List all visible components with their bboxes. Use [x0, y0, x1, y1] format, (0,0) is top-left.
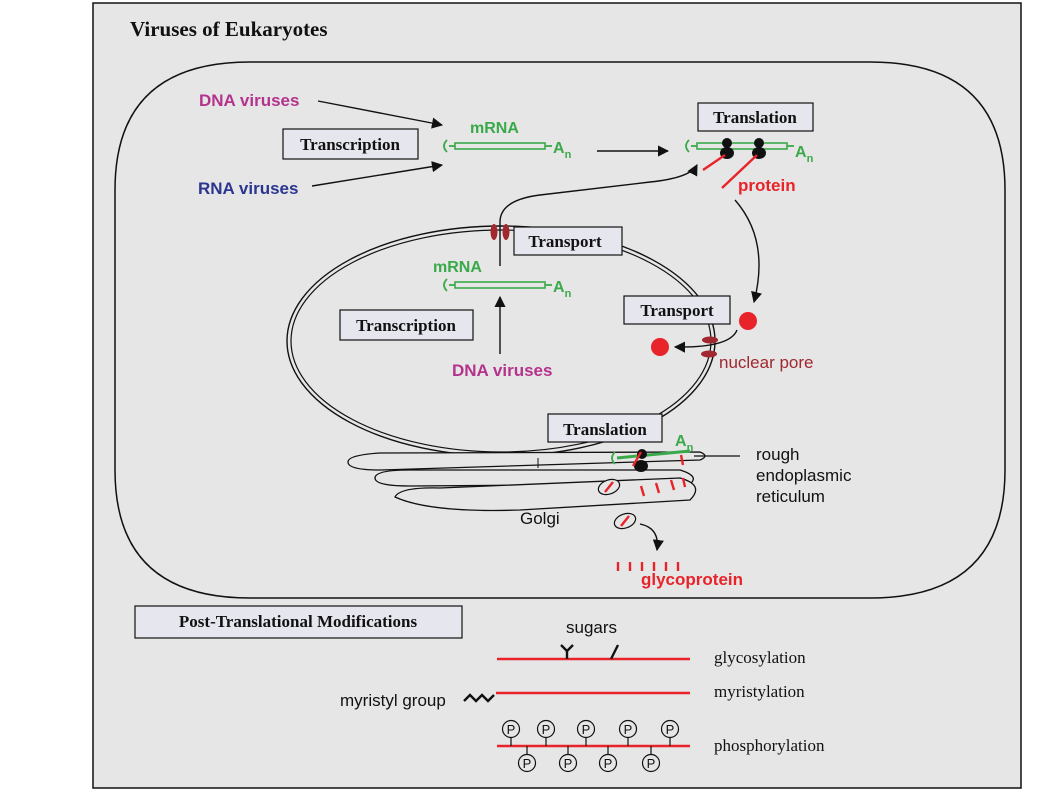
er-nascent-protein — [631, 451, 643, 467]
sugars-label: sugars — [566, 618, 617, 637]
nascent-protein-2 — [721, 154, 758, 189]
dna-to-mrna-arrow — [317, 100, 444, 129]
phosphorylation-label: phosphorylation — [714, 736, 825, 755]
mrna-on-er — [611, 449, 691, 465]
sugar-branch-icon — [560, 644, 574, 659]
golgi-cisterna-2 — [394, 477, 697, 512]
myristyl-group-label: myristyl group — [340, 691, 446, 710]
rna-to-mrna-arrow — [311, 161, 444, 187]
translation-box-er — [547, 413, 663, 443]
transport-box-right — [623, 295, 731, 325]
sugar-linear-icon — [609, 644, 620, 660]
ptm-header-box — [134, 605, 463, 639]
nuclear-pore-right — [701, 336, 718, 358]
golgi-label: Golgi — [520, 509, 560, 528]
er-glycoprotein-marks — [639, 477, 687, 497]
mrna-label-nucleus: mRNA — [433, 259, 482, 276]
poly-a-tail-translation: An — [795, 144, 814, 165]
export-to-translation-arrow — [499, 164, 698, 266]
figure-title: Viruses of Eukaryotes — [130, 17, 328, 41]
phosphate-groups-bottom: P P P P — [517, 746, 661, 773]
nuclear-pore-top — [490, 224, 510, 240]
protein-inside-nucleus — [651, 338, 669, 356]
cell-membrane — [114, 61, 1006, 599]
mrna-label-top: mRNA — [470, 120, 519, 137]
myristyl-zigzag-icon — [463, 693, 495, 703]
poly-a-tail-nucleus: An — [553, 279, 572, 300]
transcription-label-nucleus: Transcription — [356, 316, 456, 335]
svg-text:P: P — [507, 722, 516, 737]
golgi-vesicle-2 — [613, 512, 637, 530]
svg-text:P: P — [647, 756, 656, 771]
translation-label-top: Translation — [713, 108, 797, 127]
transport-box-top — [513, 226, 623, 256]
transport-label-right: Transport — [640, 301, 714, 320]
poly-a-tail-top: An — [553, 140, 572, 161]
glycoprotein-marks — [616, 562, 680, 571]
protein-to-nucleus-arrow — [734, 199, 762, 304]
secretion-arrow — [639, 523, 664, 552]
dna-viruses-label-nucleus: DNA viruses — [452, 361, 552, 380]
rna-viruses-label: RNA viruses — [198, 179, 298, 198]
transcription-box-nucleus — [339, 309, 474, 341]
svg-text:P: P — [624, 722, 633, 737]
translation-box-top — [697, 102, 814, 132]
svg-text:P: P — [542, 722, 551, 737]
phosphate-groups-top: P P P P P — [501, 719, 680, 746]
svg-text:P: P — [604, 756, 613, 771]
nuclear-pore-label: nuclear pore — [719, 353, 814, 372]
mrna-molecule-top — [443, 139, 552, 153]
glycoprotein-label: glycoprotein — [641, 570, 743, 589]
golgi-vesicle-1 — [597, 478, 621, 496]
myristylation-label: myristylation — [714, 682, 805, 701]
transport-label-top: Transport — [528, 232, 602, 251]
translation-label-er: Translation — [563, 420, 647, 439]
transcription-box-top — [282, 128, 419, 160]
import-arrow — [673, 329, 738, 353]
mrna-molecule-translation — [685, 139, 794, 153]
protein-outside-nucleus — [739, 312, 757, 330]
dna-viruses-label: DNA viruses — [199, 91, 299, 110]
svg-text:P: P — [523, 756, 532, 771]
poly-a-tail-er: An — [675, 433, 694, 454]
protein-label: protein — [738, 176, 796, 195]
svg-text:P: P — [666, 722, 675, 737]
svg-text:P: P — [564, 756, 573, 771]
nascent-protein-1 — [702, 154, 726, 171]
svg-text:P: P — [582, 722, 591, 737]
ptm-header-label: Post-Translational Modifications — [179, 612, 418, 631]
er-nascent-protein-2 — [679, 454, 685, 466]
mrna-molecule-nucleus — [443, 278, 552, 292]
rough-er-label: rough endoplasmic reticulum — [756, 445, 856, 506]
glycosylation-label: glycosylation — [714, 648, 806, 667]
transcription-label-top: Transcription — [300, 135, 400, 154]
